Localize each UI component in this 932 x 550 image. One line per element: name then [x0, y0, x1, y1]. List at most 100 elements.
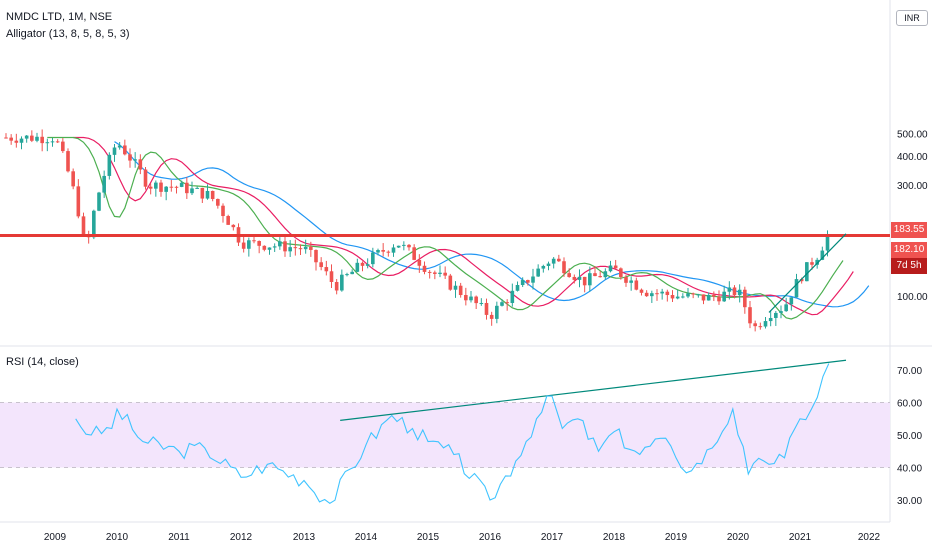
candle: [309, 241, 313, 257]
candle-body: [701, 294, 706, 301]
candle: [433, 270, 437, 280]
candle-body: [97, 192, 101, 211]
candle-body: [598, 276, 602, 278]
candle: [14, 133, 19, 148]
candle: [753, 320, 757, 332]
candle: [30, 130, 34, 143]
candle-body: [722, 291, 726, 302]
candle-body: [45, 142, 50, 144]
candle: [272, 243, 277, 252]
candle: [133, 152, 137, 168]
candle-body: [195, 187, 199, 189]
candle-body: [774, 312, 778, 318]
candle: [154, 180, 158, 197]
axes: 500.00400.00300.00100.00670.0060.0050.00…: [44, 12, 928, 543]
candle-body: [784, 304, 788, 312]
candle: [371, 247, 375, 268]
candle: [247, 237, 251, 257]
candle-body: [55, 141, 60, 143]
candle: [758, 322, 763, 330]
candle: [779, 305, 783, 319]
candle: [681, 293, 685, 299]
candle: [9, 134, 13, 145]
candle: [319, 257, 323, 271]
candle-body: [820, 250, 825, 260]
currency-badge[interactable]: INR: [896, 10, 928, 26]
candle: [608, 260, 613, 273]
candle: [670, 290, 675, 302]
indicator-label-alligator[interactable]: Alligator (13, 8, 5, 8, 5, 3): [6, 28, 130, 40]
candle: [164, 185, 168, 201]
candle: [81, 212, 86, 236]
price-trendline: [768, 233, 847, 313]
candle: [551, 257, 556, 269]
candle-body: [174, 186, 179, 188]
candle-body: [789, 297, 794, 305]
candle-body: [252, 240, 256, 242]
indicator-label-rsi[interactable]: RSI (14, close): [6, 356, 79, 368]
candle-body: [464, 295, 468, 301]
trendlines[interactable]: [340, 233, 847, 421]
candle: [593, 266, 597, 277]
candle: [35, 132, 39, 143]
candle-body: [35, 136, 39, 141]
candle: [417, 254, 422, 273]
candle: [117, 141, 122, 150]
candle: [365, 258, 370, 269]
candle-body: [314, 249, 318, 263]
candle-body: [309, 246, 313, 250]
candle-body: [371, 252, 375, 265]
candle-body: [438, 272, 442, 274]
candle-body: [164, 186, 168, 192]
candle-body: [655, 293, 659, 295]
candle-body: [443, 272, 447, 276]
candle-body: [743, 289, 747, 308]
candle: [334, 279, 339, 295]
rsi-line: [75, 363, 830, 504]
candle: [686, 287, 690, 299]
candle-body: [536, 268, 540, 277]
candle: [624, 274, 628, 287]
candle: [644, 290, 649, 297]
candle-body: [825, 235, 830, 251]
rsi-axis-tick-label: 30.00: [897, 496, 922, 507]
candle-body: [391, 247, 396, 253]
candles: [4, 129, 830, 332]
candle: [360, 261, 365, 272]
time-axis-tick-label: 2012: [230, 532, 253, 543]
candle-body: [758, 326, 763, 328]
candle: [298, 244, 303, 256]
candle-body: [272, 246, 277, 248]
candle-body: [732, 287, 737, 296]
rsi-axis-tick-label: 50.00: [897, 431, 922, 442]
candle-body: [448, 275, 453, 290]
candle-body: [763, 321, 768, 327]
candle: [262, 245, 267, 252]
candle-body: [102, 175, 106, 193]
candle-body: [386, 251, 391, 253]
candle-body: [303, 246, 308, 250]
candle-body: [365, 264, 370, 266]
candle-body: [526, 280, 530, 283]
candle-body: [128, 154, 132, 161]
candle: [629, 276, 633, 291]
candle-body: [4, 137, 8, 139]
candle-body: [613, 265, 618, 269]
candle: [396, 245, 401, 248]
candle: [402, 241, 406, 251]
candle: [515, 281, 520, 292]
time-axis-tick-label: 2018: [603, 532, 626, 543]
candle-body: [505, 302, 509, 304]
candle: [520, 277, 525, 288]
candle-body: [810, 262, 814, 265]
candle-body: [474, 296, 478, 304]
candle-body: [748, 307, 752, 324]
candle: [546, 261, 551, 271]
candle: [102, 170, 106, 198]
candle-body: [117, 145, 122, 148]
candle: [706, 292, 711, 301]
candle: [438, 265, 442, 278]
candle-body: [412, 247, 416, 260]
candle-body: [779, 311, 783, 313]
